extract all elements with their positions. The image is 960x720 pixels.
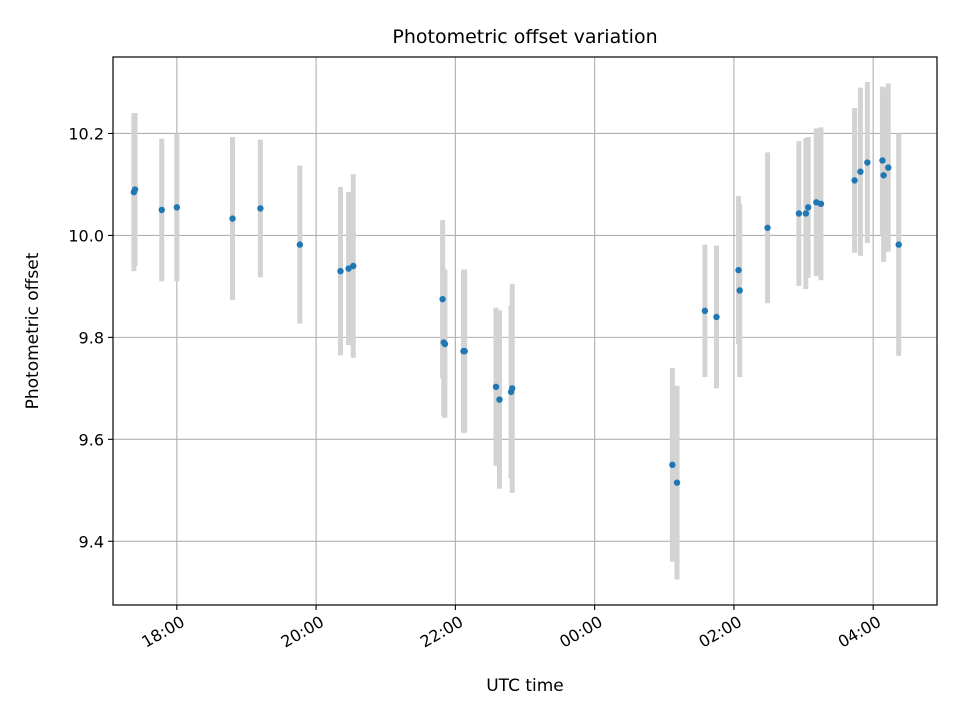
y-tick-label: 9.8 [79,328,104,347]
data-point [795,210,803,217]
data-point [441,340,449,348]
data-point [229,215,236,222]
data-point [864,159,871,166]
data-point [804,204,812,211]
data-point [492,383,500,391]
data-point [257,205,264,212]
data-point [736,287,743,294]
y-tick-label: 10.2 [68,124,104,143]
data-point [713,313,720,321]
data-point [885,164,892,171]
x-axis-label: UTC time [486,676,564,696]
data-point [817,200,825,208]
data-point [857,168,864,175]
data-point [337,267,344,275]
y-tick-label: 10.0 [68,226,104,245]
data-point [439,295,446,303]
data-point [735,266,742,274]
y-axis-label: Photometric offset [23,252,43,409]
chart-title: Photometric offset variation [392,26,657,48]
data-point [461,347,468,355]
data-point [158,206,165,214]
data-point [764,224,771,231]
data-point [350,262,357,270]
data-point [802,210,810,217]
plot-area-frame [112,56,938,606]
data-point [131,186,139,193]
y-tick-label: 9.6 [79,430,104,449]
data-point [173,204,181,211]
data-point [296,241,304,248]
data-point [701,307,709,315]
data-point [895,241,902,248]
data-point [880,172,887,179]
data-point [673,479,681,486]
data-point [879,157,886,164]
y-tick-label: 9.4 [79,532,104,551]
data-point [851,177,858,184]
data-point [669,461,676,469]
data-point [509,385,516,392]
data-point [496,396,503,403]
marker-layer [130,157,902,486]
